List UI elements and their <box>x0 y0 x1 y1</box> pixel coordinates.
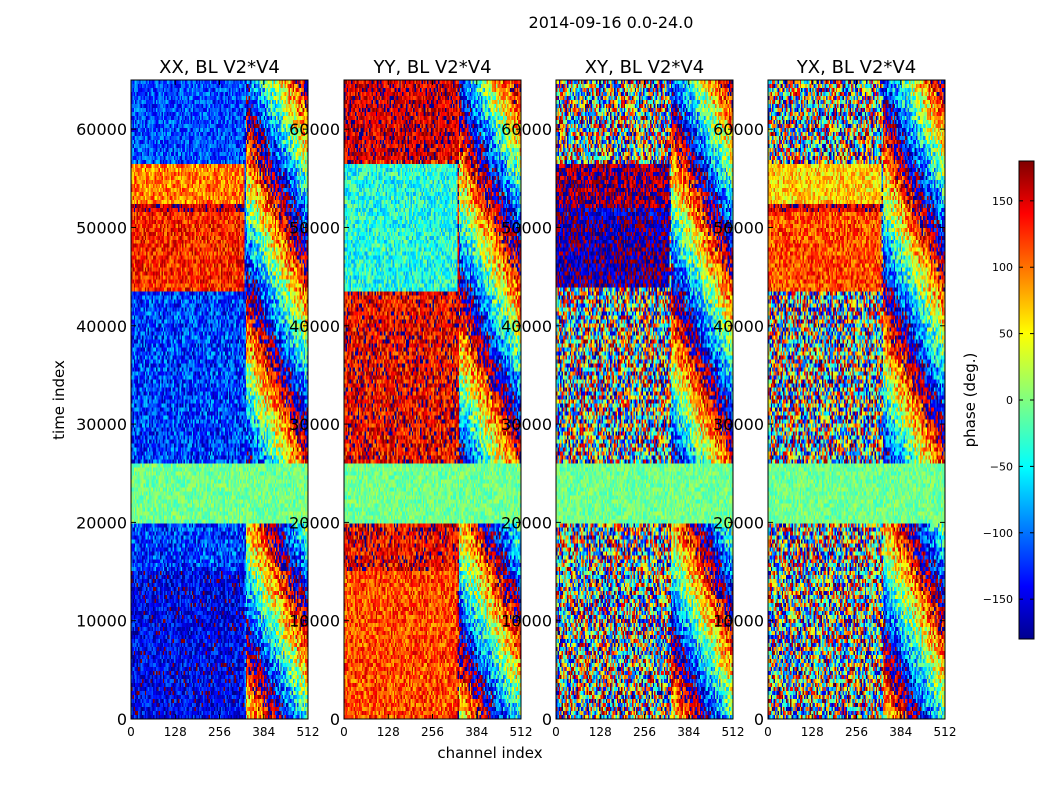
y-tick-label: 30000 <box>76 415 127 434</box>
colorbar-tick-label: −100 <box>983 527 1013 540</box>
x-tick-label: 384 <box>889 725 912 739</box>
y-tick-label: 50000 <box>76 218 127 237</box>
colorbar-tick-label: 150 <box>992 195 1013 208</box>
panel-2-heatmap <box>344 80 521 719</box>
colorbar-tick-label: −150 <box>983 593 1013 606</box>
y-tick-label: 10000 <box>76 612 127 631</box>
x-tick-label: 256 <box>208 725 231 739</box>
y-tick-label: 50000 <box>713 218 764 237</box>
colorbar-tick-label: 0 <box>1006 394 1013 407</box>
y-tick-label: 40000 <box>76 317 127 336</box>
y-tick-label: 0 <box>754 710 764 729</box>
panel-1-title: XX, BL V2*V4 <box>159 57 280 78</box>
y-tick-label: 20000 <box>713 513 764 532</box>
y-tick-label: 40000 <box>713 317 764 336</box>
x-tick-label: 0 <box>127 725 135 739</box>
y-tick-label: 20000 <box>501 513 552 532</box>
x-tick-label: 256 <box>845 725 868 739</box>
colorbar-label: phase (deg.) <box>961 353 979 448</box>
y-tick-label: 30000 <box>501 415 552 434</box>
y-axis-label: time index <box>50 360 68 440</box>
panels: XX, BL V2*V4 0 128 256 384 512 0 10000 20000 3000… <box>76 57 956 739</box>
x-axis-label: channel index <box>437 744 542 762</box>
x-tick-label: 0 <box>552 725 560 739</box>
y-tick-label: 10000 <box>289 612 340 631</box>
y-tick-label: 60000 <box>76 120 127 139</box>
x-tick-label: 512 <box>510 725 533 739</box>
panel-2: YY, BL V2*V4 0 128 256 384 512 0 10000 20000 3000… <box>289 57 532 739</box>
panel-4-heatmap <box>768 80 945 719</box>
y-tick-label: 30000 <box>713 415 764 434</box>
x-tick-label: 384 <box>252 725 275 739</box>
colorbar-ticks: −150 −100 −50 0 50 100 150 <box>983 195 1034 606</box>
colorbar-tick-label: −50 <box>990 460 1013 473</box>
y-tick-label: 60000 <box>501 120 552 139</box>
panel-1: XX, BL V2*V4 0 128 256 384 512 0 10000 20000 3000… <box>76 57 319 739</box>
panel-3-title: XY, BL V2*V4 <box>585 57 704 78</box>
colorbar: −150 −100 −50 0 50 100 150 phase (deg.) <box>961 160 1035 640</box>
y-tick-label: 10000 <box>501 612 552 631</box>
y-tick-label: 0 <box>542 710 552 729</box>
x-tick-label: 128 <box>164 725 187 739</box>
x-tick-label: 128 <box>589 725 612 739</box>
colorbar-tick-label: 100 <box>992 261 1013 274</box>
x-tick-label: 512 <box>934 725 957 739</box>
x-tick-label: 384 <box>465 725 488 739</box>
suptitle: 2014-09-16 0.0-24.0 <box>529 13 694 32</box>
panel-2-title: YY, BL V2*V4 <box>372 57 491 78</box>
panel-4: YX, BL V2*V4 0 128 256 384 512 0 10000 20000 3000… <box>713 57 956 739</box>
x-tick-label: 0 <box>764 725 772 739</box>
y-tick-label: 0 <box>117 710 127 729</box>
x-tick-label: 256 <box>633 725 656 739</box>
x-tick-label: 128 <box>377 725 400 739</box>
y-tick-label: 60000 <box>289 120 340 139</box>
x-tick-label: 512 <box>297 725 320 739</box>
y-tick-label: 0 <box>330 710 340 729</box>
panel-3-heatmap <box>556 80 733 719</box>
y-tick-label: 20000 <box>76 513 127 532</box>
y-tick-label: 30000 <box>289 415 340 434</box>
y-tick-label: 10000 <box>713 612 764 631</box>
x-tick-label: 512 <box>722 725 745 739</box>
panel-3: XY, BL V2*V4 0 128 256 384 512 0 10000 20000 3000… <box>501 57 744 739</box>
x-tick-label: 256 <box>421 725 444 739</box>
x-tick-label: 0 <box>340 725 348 739</box>
y-tick-label: 50000 <box>501 218 552 237</box>
y-tick-label: 40000 <box>501 317 552 336</box>
y-tick-label: 50000 <box>289 218 340 237</box>
x-tick-label: 384 <box>677 725 700 739</box>
y-tick-label: 60000 <box>713 120 764 139</box>
x-tick-label: 128 <box>801 725 824 739</box>
panel-1-heatmap <box>131 80 308 719</box>
colorbar-tick-label: 50 <box>999 328 1013 341</box>
y-tick-label: 20000 <box>289 513 340 532</box>
panel-4-title: YX, BL V2*V4 <box>796 57 916 78</box>
y-tick-label: 40000 <box>289 317 340 336</box>
